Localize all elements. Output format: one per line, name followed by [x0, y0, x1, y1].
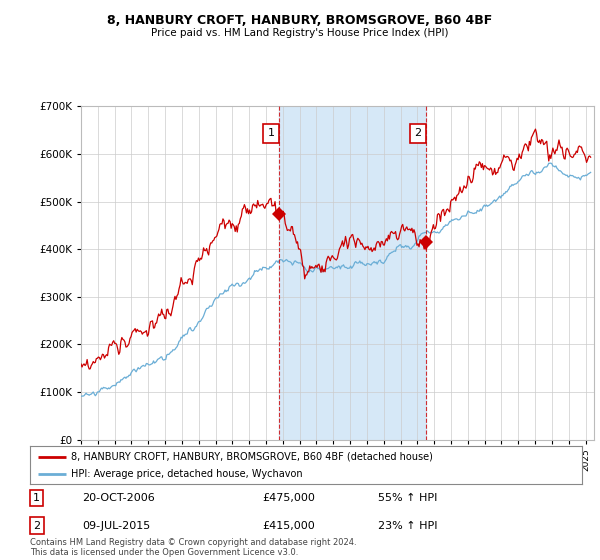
Text: 1: 1 [268, 128, 275, 138]
Bar [280, 106, 427, 440]
Text: 2: 2 [415, 128, 421, 138]
Text: 8, HANBURY CROFT, HANBURY, BROMSGROVE, B60 4BF: 8, HANBURY CROFT, HANBURY, BROMSGROVE, B… [107, 14, 493, 27]
Text: 1: 1 [33, 493, 40, 503]
Text: £415,000: £415,000 [262, 521, 314, 531]
Text: £475,000: £475,000 [262, 493, 315, 503]
Text: 2: 2 [33, 521, 40, 531]
Text: 55% ↑ HPI: 55% ↑ HPI [378, 493, 437, 503]
Text: Contains HM Land Registry data © Crown copyright and database right 2024.
This d: Contains HM Land Registry data © Crown c… [30, 538, 356, 557]
Text: 8, HANBURY CROFT, HANBURY, BROMSGROVE, B60 4BF (detached house): 8, HANBURY CROFT, HANBURY, BROMSGROVE, B… [71, 451, 433, 461]
Text: 20-OCT-2006: 20-OCT-2006 [82, 493, 155, 503]
Text: HPI: Average price, detached house, Wychavon: HPI: Average price, detached house, Wych… [71, 469, 303, 479]
Text: 23% ↑ HPI: 23% ↑ HPI [378, 521, 437, 531]
Text: Price paid vs. HM Land Registry's House Price Index (HPI): Price paid vs. HM Land Registry's House … [151, 28, 449, 38]
Text: 09-JUL-2015: 09-JUL-2015 [82, 521, 151, 531]
